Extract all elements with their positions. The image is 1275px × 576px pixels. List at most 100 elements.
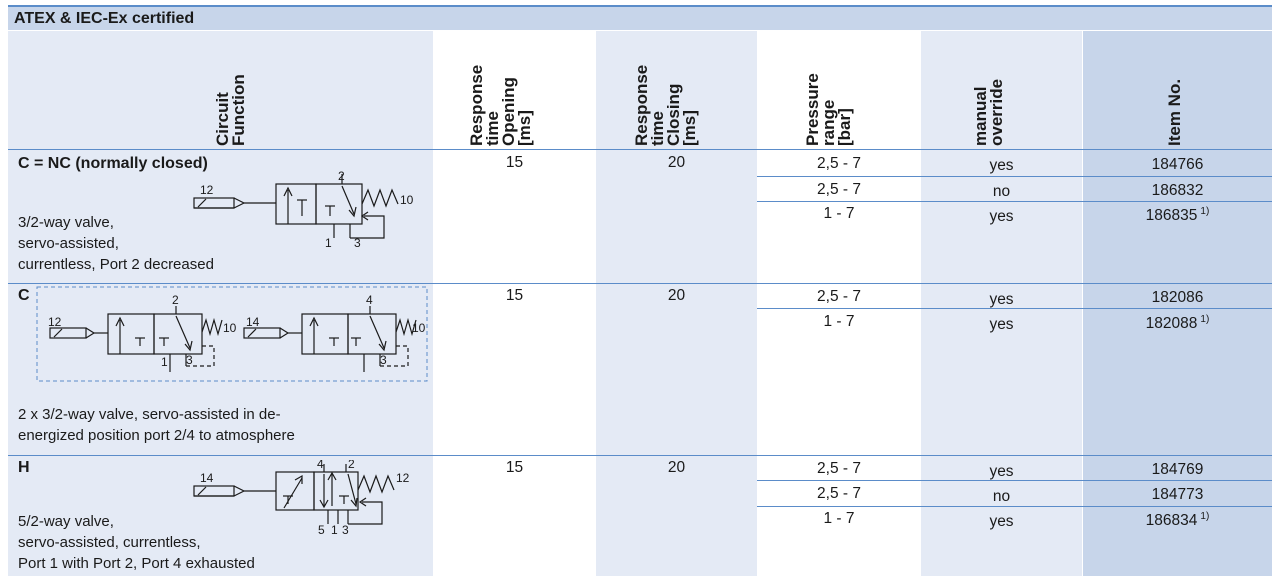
valve-symbol-52: 14 4 2 12 5 1 3 bbox=[193, 460, 410, 537]
item-number: 184769 bbox=[1151, 461, 1204, 478]
section-title: H bbox=[18, 459, 30, 476]
footnote-marker: 1) bbox=[1200, 314, 1210, 325]
port-label: 2 bbox=[172, 293, 179, 307]
response-closing-value: 20 bbox=[667, 287, 686, 304]
row-rule bbox=[757, 201, 1272, 202]
footnote-marker: 1) bbox=[1200, 206, 1210, 217]
description-line: Port 1 with Port 2, Port 4 exhausted bbox=[18, 555, 255, 572]
section-description: 5/2-way valve, servo-assisted, currentle… bbox=[18, 511, 255, 574]
col-circuit-shade bbox=[8, 31, 433, 576]
port-label: 10 bbox=[223, 321, 237, 335]
section-rule bbox=[8, 283, 1272, 284]
port-label: 2 bbox=[348, 460, 355, 471]
item-number: 186832 bbox=[1151, 182, 1204, 199]
item-number: 182086 bbox=[1151, 289, 1204, 306]
col-separator bbox=[1082, 31, 1083, 576]
section-description: 2 x 3/2-way valve, servo-assisted in de-… bbox=[18, 404, 295, 446]
description-line: 5/2-way valve, bbox=[18, 513, 114, 530]
header-item-no: Item No. bbox=[1165, 78, 1184, 146]
port-label: 4 bbox=[317, 460, 324, 471]
pressure-value: 2,5 - 7 bbox=[817, 485, 861, 502]
col-separator bbox=[757, 31, 758, 576]
description-line: energized position port 2/4 to atmospher… bbox=[18, 427, 295, 444]
port-label: 3 bbox=[380, 353, 387, 367]
port-label: 1 bbox=[161, 355, 168, 369]
pressure-value: 1 - 7 bbox=[823, 205, 855, 222]
description-line: currentless, Port 2 decreased bbox=[18, 256, 214, 273]
header-manual-override: manual override bbox=[971, 78, 1006, 146]
table-title-bar: ATEX & IEC-Ex certified bbox=[8, 5, 1272, 31]
override-value: yes bbox=[989, 208, 1014, 225]
section-title: C bbox=[18, 287, 30, 304]
item-number-cell: 186835 1) bbox=[1083, 206, 1272, 225]
row-rule bbox=[757, 308, 1272, 309]
response-opening-value: 15 bbox=[505, 287, 524, 304]
item-number: 184766 bbox=[1151, 156, 1204, 173]
port-label: 3 bbox=[186, 353, 193, 367]
valve-symbol-2x32: 12 2 10 1 3 14 4 10 3 bbox=[36, 286, 428, 382]
section-description: 3/2-way valve, servo-assisted, currentle… bbox=[18, 212, 214, 275]
item-number: 186835 bbox=[1145, 207, 1198, 225]
port-label: 12 bbox=[48, 315, 62, 329]
port-label: 12 bbox=[200, 183, 214, 197]
item-number-cell: 186834 1) bbox=[1083, 511, 1272, 530]
section-rule bbox=[8, 149, 1272, 150]
override-value: yes bbox=[989, 157, 1014, 174]
col-separator bbox=[595, 31, 596, 576]
override-value: yes bbox=[989, 463, 1014, 480]
header-response-closing: Response time Closing [ms] bbox=[632, 64, 699, 146]
pressure-value: 1 - 7 bbox=[823, 313, 855, 330]
row-rule bbox=[757, 480, 1272, 481]
response-closing-value: 20 bbox=[667, 459, 686, 476]
item-number-cell: 182088 1) bbox=[1083, 314, 1272, 333]
port-label: 12 bbox=[396, 471, 410, 485]
override-value: no bbox=[992, 488, 1011, 505]
port-label: 2 bbox=[338, 170, 345, 183]
port-label: 3 bbox=[354, 236, 361, 250]
col-separator bbox=[433, 31, 434, 576]
port-label: 10 bbox=[412, 321, 426, 335]
override-value: yes bbox=[989, 291, 1014, 308]
port-label: 10 bbox=[400, 193, 414, 207]
section-title: C = NC (normally closed) bbox=[18, 155, 208, 172]
item-number: 182088 bbox=[1145, 315, 1198, 333]
pressure-value: 1 - 7 bbox=[823, 510, 855, 527]
section-rule bbox=[8, 455, 1272, 456]
response-opening-value: 15 bbox=[505, 459, 524, 476]
header-response-opening: Response time Opening [ms] bbox=[467, 64, 534, 146]
override-value: no bbox=[992, 183, 1011, 200]
header-circuit-function: Circuit Function bbox=[213, 74, 248, 146]
description-line: servo-assisted, bbox=[18, 235, 119, 252]
item-number: 186834 bbox=[1145, 512, 1198, 530]
pressure-value: 2,5 - 7 bbox=[817, 155, 861, 172]
port-label: 14 bbox=[246, 315, 260, 329]
port-label: 1 bbox=[325, 236, 332, 250]
override-value: yes bbox=[989, 316, 1014, 333]
col-closing-shade bbox=[595, 31, 757, 576]
row-rule bbox=[757, 176, 1272, 177]
table-title: ATEX & IEC-Ex certified bbox=[14, 10, 195, 27]
port-label: 5 bbox=[318, 523, 325, 537]
description-line: 3/2-way valve, bbox=[18, 214, 114, 231]
col-override-shade bbox=[920, 31, 1082, 576]
port-label: 4 bbox=[366, 293, 373, 307]
pressure-value: 2,5 - 7 bbox=[817, 288, 861, 305]
item-number: 184773 bbox=[1151, 486, 1204, 503]
valve-symbol-32-nc: 12 2 10 1 3 bbox=[193, 170, 414, 250]
header-pressure-range: Pressure range [bar] bbox=[803, 73, 854, 146]
port-label: 14 bbox=[200, 471, 214, 485]
response-opening-value: 15 bbox=[505, 154, 524, 171]
row-rule bbox=[757, 506, 1272, 507]
description-line: 2 x 3/2-way valve, servo-assisted in de- bbox=[18, 406, 281, 423]
col-item-shade bbox=[1082, 31, 1272, 576]
col-separator bbox=[920, 31, 921, 576]
pressure-value: 2,5 - 7 bbox=[817, 460, 861, 477]
pressure-value: 2,5 - 7 bbox=[817, 181, 861, 198]
port-label: 1 bbox=[331, 523, 338, 537]
port-label: 3 bbox=[342, 523, 349, 537]
response-closing-value: 20 bbox=[667, 154, 686, 171]
override-value: yes bbox=[989, 513, 1014, 530]
description-line: servo-assisted, currentless, bbox=[18, 534, 201, 551]
footnote-marker: 1) bbox=[1200, 511, 1210, 522]
